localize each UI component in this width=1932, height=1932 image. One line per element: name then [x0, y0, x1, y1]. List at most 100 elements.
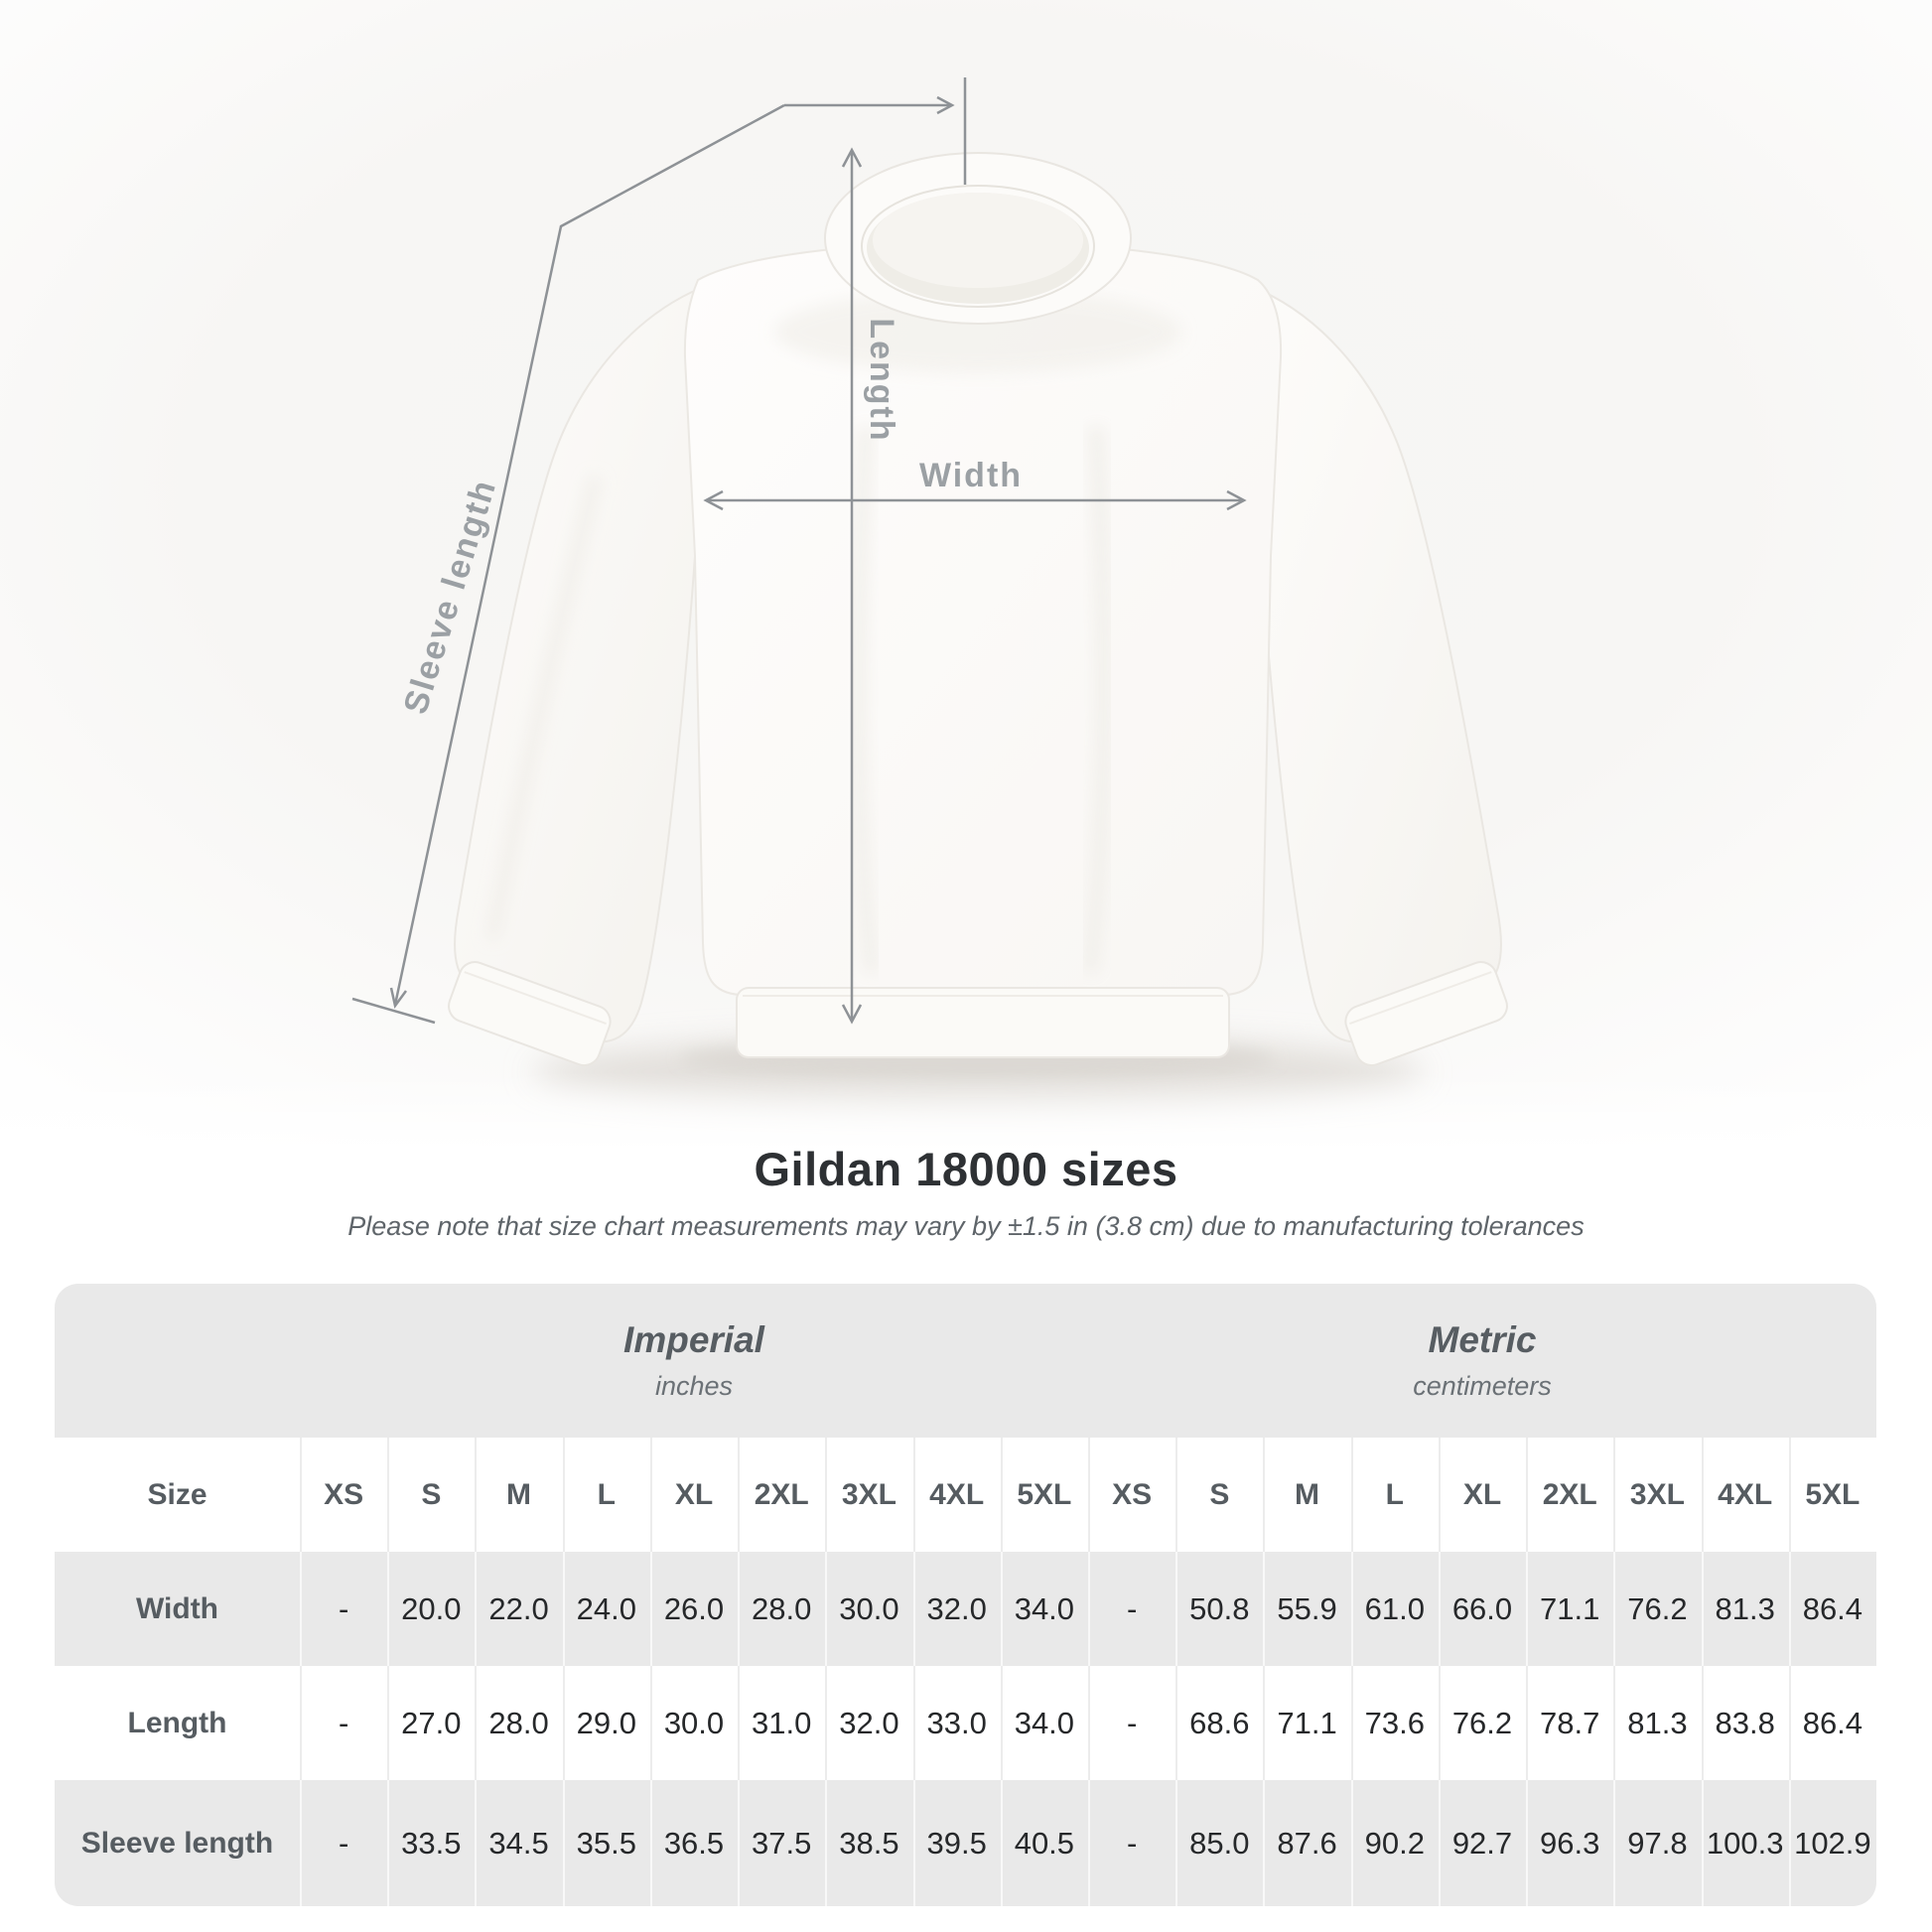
cell-value-metric: 97.8	[1613, 1780, 1702, 1906]
sleeve-crease	[486, 475, 602, 941]
row-label: Length	[55, 1666, 300, 1780]
size-table: Size XS S M L XL 2XL 3XL 4XL 5XL XS S M L XL 2XL 3XL 4XL 5…	[55, 1438, 1876, 1906]
cell-value-imperial: 29.0	[562, 1666, 650, 1780]
size-header-imperial-4xl: 4XL	[912, 1438, 1001, 1552]
size-header-imperial-xl: XL	[649, 1438, 739, 1552]
cell-value-metric: 76.2	[1613, 1552, 1702, 1666]
width-arrowhead-right	[1226, 489, 1247, 511]
size-header-metric-l: L	[1350, 1438, 1439, 1552]
size-header-metric-2xl: 2XL	[1526, 1438, 1614, 1552]
size-header-metric-xs: XS	[1087, 1438, 1176, 1552]
cell-value-imperial: 28.0	[475, 1666, 563, 1780]
cell-value-metric: 66.0	[1438, 1552, 1527, 1666]
cell-value-metric: -	[1087, 1780, 1176, 1906]
size-header-imperial-l: L	[562, 1438, 650, 1552]
cell-value-imperial: 38.5	[825, 1780, 913, 1906]
sweatshirt-measurement-diagram: Length Width Sleeve length	[0, 0, 1932, 1152]
sleeve-length-arrowhead-right	[936, 95, 955, 115]
left-sleeve	[453, 286, 703, 1043]
cell-value-metric: 102.9	[1788, 1780, 1876, 1906]
cell-value-imperial: -	[300, 1666, 388, 1780]
sleeve-length-line	[393, 103, 785, 1006]
length-arrowhead-bottom	[841, 1004, 863, 1025]
cell-value-imperial: 32.0	[912, 1552, 1001, 1666]
photo-fade	[0, 1072, 1932, 1152]
imperial-unit-group: Imperial inches	[300, 1284, 1088, 1438]
cell-value-imperial: -	[300, 1552, 388, 1666]
cell-value-metric: 90.2	[1350, 1780, 1439, 1906]
cell-value-metric: 100.3	[1701, 1780, 1789, 1906]
size-header-metric-xl: XL	[1438, 1438, 1527, 1552]
cell-value-metric: 85.0	[1175, 1780, 1264, 1906]
collar-inner-back	[873, 193, 1083, 288]
cell-value-imperial: 37.5	[738, 1780, 826, 1906]
fold-right	[1082, 426, 1112, 974]
measurement-annotations	[351, 77, 1247, 1025]
cell-value-imperial: 33.5	[387, 1780, 476, 1906]
size-header-imperial-xs: XS	[300, 1438, 388, 1552]
left-cuff	[448, 961, 612, 1067]
cell-value-metric: 96.3	[1526, 1780, 1614, 1906]
size-chart-card: Imperial inches Metric centimeters Size X…	[55, 1284, 1876, 1906]
cell-value-imperial: 20.0	[387, 1552, 476, 1666]
units-band: Imperial inches Metric centimeters	[55, 1284, 1876, 1438]
cell-value-imperial: 40.5	[1000, 1780, 1088, 1906]
size-header-imperial-3xl: 3XL	[825, 1438, 913, 1552]
cell-value-metric: 71.1	[1526, 1552, 1614, 1666]
waistband	[736, 987, 1230, 1058]
cell-value-metric: 83.8	[1701, 1666, 1789, 1780]
length-arrowhead-top	[841, 147, 863, 168]
size-header-metric-4xl: 4XL	[1701, 1438, 1789, 1552]
cell-value-imperial: 36.5	[649, 1780, 739, 1906]
cell-value-metric: 50.8	[1175, 1552, 1264, 1666]
metric-label: Metric	[1428, 1319, 1537, 1360]
size-header-metric-m: M	[1263, 1438, 1351, 1552]
imperial-sublabel: inches	[654, 1371, 734, 1401]
cell-value-metric: 81.3	[1701, 1552, 1789, 1666]
size-header-imperial-2xl: 2XL	[738, 1438, 826, 1552]
cell-value-metric: 73.6	[1350, 1666, 1439, 1780]
cell-value-imperial: 34.0	[1000, 1552, 1088, 1666]
metric-unit-group: Metric centimeters	[1088, 1284, 1876, 1438]
row-label: Sleeve length	[55, 1780, 300, 1906]
length-label: Length	[863, 318, 900, 442]
sleeve-length-arrowhead-bottom	[389, 987, 408, 1009]
cell-value-imperial: 30.0	[649, 1666, 739, 1780]
cell-value-imperial: 27.0	[387, 1666, 476, 1780]
cell-value-metric: 61.0	[1350, 1552, 1439, 1666]
chest-shading	[774, 290, 1181, 373]
cell-value-imperial: 22.0	[475, 1552, 563, 1666]
cell-value-metric: 78.7	[1526, 1666, 1614, 1780]
size-header-imperial-5xl: 5XL	[1000, 1438, 1088, 1552]
page-title: Gildan 18000 sizes	[754, 1143, 1178, 1195]
size-header-metric-s: S	[1175, 1438, 1264, 1552]
cell-value-metric: 87.6	[1263, 1780, 1351, 1906]
sweatshirt-image	[448, 152, 1508, 1067]
cell-value-imperial: 31.0	[738, 1666, 826, 1780]
cell-value-metric: 86.4	[1788, 1552, 1876, 1666]
cell-value-imperial: 39.5	[912, 1780, 1001, 1906]
cell-value-metric: 92.7	[1438, 1780, 1527, 1906]
cell-value-metric: 86.4	[1788, 1666, 1876, 1780]
right-sleeve	[1253, 286, 1503, 1043]
cell-value-metric: 81.3	[1613, 1666, 1702, 1780]
row-label: Width	[55, 1552, 300, 1666]
width-label: Width	[919, 457, 1023, 494]
size-header-metric-3xl: 3XL	[1613, 1438, 1702, 1552]
cell-value-metric: 76.2	[1438, 1666, 1527, 1780]
cell-value-metric: 68.6	[1175, 1666, 1264, 1780]
size-header-imperial-s: S	[387, 1438, 476, 1552]
product-photo-area: Length Width Sleeve length	[0, 0, 1932, 1152]
metric-sublabel: centimeters	[1413, 1371, 1552, 1401]
cell-value-metric: 55.9	[1263, 1552, 1351, 1666]
cell-value-imperial: 26.0	[649, 1552, 739, 1666]
size-column-header: Size	[55, 1438, 300, 1552]
cell-value-metric: -	[1087, 1552, 1176, 1666]
imperial-label: Imperial	[623, 1319, 764, 1360]
size-header-metric-5xl: 5XL	[1788, 1438, 1876, 1552]
right-cuff	[1344, 961, 1508, 1067]
cuff-reference-tick	[351, 997, 436, 1025]
cell-value-imperial: -	[300, 1780, 388, 1906]
fold-left	[850, 426, 880, 974]
